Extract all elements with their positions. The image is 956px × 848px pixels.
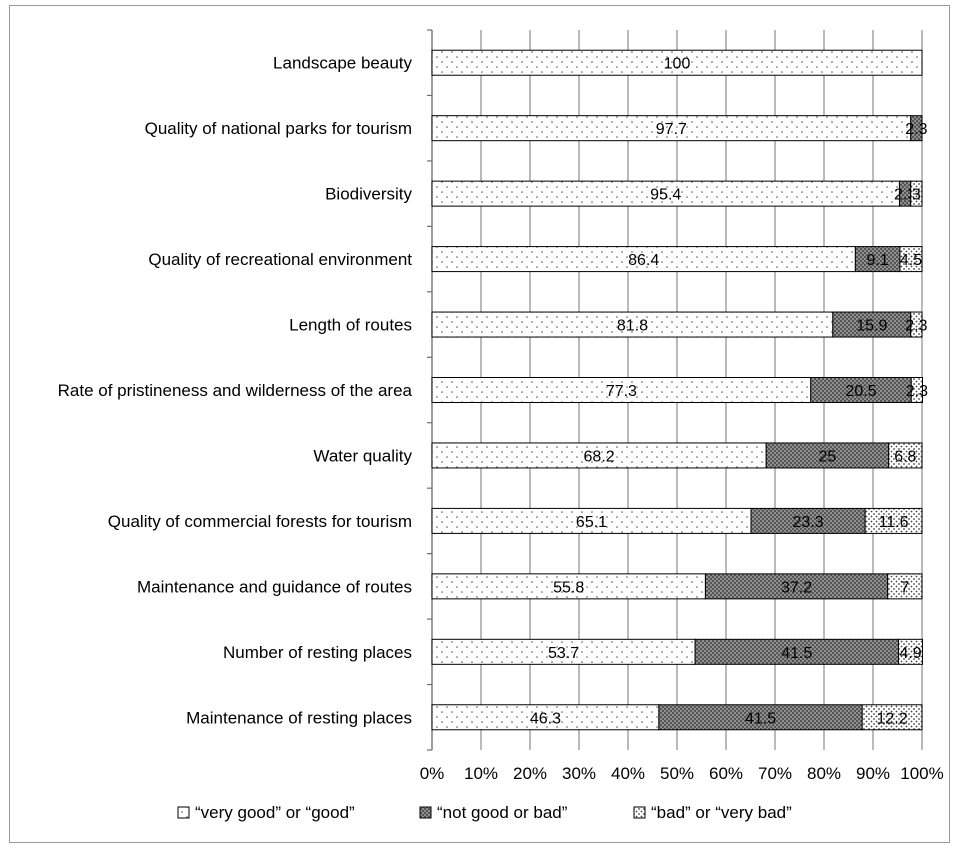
- legend: “very good” or “good” “not good or bad” “b…: [177, 803, 792, 822]
- value-label-quality-of-recreational-environment-series-2: 9.1: [867, 252, 889, 269]
- category-label-maintenance-and-guidance-of-routes: Maintenance and guidance of routes: [137, 577, 412, 596]
- value-label-quality-of-recreational-environment-series-3: 4.5: [900, 252, 922, 269]
- category-label-maintenance-of-resting-places: Maintenance of resting places: [186, 708, 412, 727]
- bar-biodiversity-series-1: [431, 180, 900, 207]
- x-tick-80: 80%: [807, 764, 841, 783]
- category-label-rate-of-pristineness-and-wilderness-of-the-area: Rate of pristineness and wilderness of t…: [58, 381, 413, 400]
- x-tick-labels: 0% 10% 20% 30% 40% 50% 60% 70% 80% 90% 100%: [420, 764, 944, 783]
- category-label-biodiversity: Biodiversity: [325, 185, 412, 204]
- legend-item-2: “not good or bad”: [419, 803, 568, 822]
- x-tick-20: 20%: [513, 764, 547, 783]
- value-label-quality-of-commercial-forests-for-tourism-series-2: 23.3: [793, 514, 824, 531]
- x-tick-90: 90%: [856, 764, 890, 783]
- legend-swatch-1: [177, 806, 190, 819]
- bar-quality-of-recreational-environment-series-1: [431, 246, 856, 273]
- category-label-length-of-routes: Length of routes: [289, 316, 412, 335]
- value-label-rate-of-pristineness-and-wilderness-of-the-area-series-1: 77.3: [606, 383, 637, 400]
- category-label-quality-of-recreational-environment: Quality of recreational environment: [148, 250, 412, 269]
- value-label-rate-of-pristineness-and-wilderness-of-the-area-series-2: 20.5: [845, 383, 876, 400]
- category-label-water-quality: Water quality: [313, 446, 412, 465]
- value-label-quality-of-commercial-forests-for-tourism-series-3: 11.6: [879, 514, 909, 531]
- legend-item-3: “bad” or “very bad”: [633, 803, 792, 822]
- value-label-maintenance-and-guidance-of-routes-series-2: 37.2: [781, 579, 812, 596]
- x-tick-40: 40%: [611, 764, 645, 783]
- x-tick-0: 0%: [420, 764, 445, 783]
- bar-landscape-beauty-series-1: [431, 49, 923, 76]
- value-label-length-of-routes-series-3: 2.3: [905, 318, 927, 335]
- x-tick-100: 100%: [900, 764, 943, 783]
- value-label-length-of-routes-series-1: 81.8: [617, 318, 648, 335]
- bar-quality-of-national-parks-for-tourism-series-1: [431, 115, 912, 142]
- legend-label-1: “very good” or “good”: [195, 803, 355, 822]
- x-tick-70: 70%: [758, 764, 792, 783]
- value-label-maintenance-of-resting-places-series-3: 12.2: [877, 710, 908, 727]
- x-tick-60: 60%: [709, 764, 743, 783]
- bar-maintenance-of-resting-places-series-2: [658, 704, 863, 731]
- bar-maintenance-and-guidance-of-routes-series-1: [431, 573, 706, 600]
- category-label-landscape-beauty: Landscape beauty: [273, 54, 412, 73]
- bar-number-of-resting-places-series-2: [694, 638, 899, 665]
- value-label-maintenance-of-resting-places-series-1: 46.3: [530, 710, 561, 727]
- bar-quality-of-recreational-environment-series-2: [854, 246, 901, 273]
- value-label-number-of-resting-places-series-3: 4.9: [899, 645, 921, 662]
- value-label-maintenance-and-guidance-of-routes-series-1: 55.8: [553, 579, 584, 596]
- bar-water-quality-series-2: [765, 442, 890, 469]
- chart-frame: [9, 5, 950, 843]
- legend-swatch-3: [633, 806, 646, 819]
- bar-water-quality-series-3: [888, 442, 923, 469]
- value-label-quality-of-commercial-forests-for-tourism-series-1: 65.1: [576, 514, 607, 531]
- value-label-length-of-routes-series-2: 15.9: [856, 318, 887, 335]
- category-label-number-of-resting-places: Number of resting places: [223, 643, 412, 662]
- legend-label-3: “bad” or “very bad”: [651, 803, 792, 822]
- bar-rate-of-pristineness-and-wilderness-of-the-area-series-3: [910, 377, 923, 403]
- legend-label-2: “not good or bad”: [437, 803, 568, 822]
- value-label-water-quality-series-2: 25: [819, 448, 837, 465]
- bar-quality-of-national-parks-for-tourism-series-2: [910, 115, 923, 142]
- value-label-water-quality-series-3: 6.8: [894, 448, 916, 465]
- value-label-quality-of-recreational-environment-series-1: 86.4: [628, 252, 659, 269]
- value-label-rate-of-pristineness-and-wilderness-of-the-area-series-3: 2.3: [906, 383, 928, 400]
- legend-item-1: “very good” or “good”: [177, 803, 355, 822]
- value-label-maintenance-of-resting-places-series-2: 41.5: [745, 710, 776, 727]
- bar-maintenance-and-guidance-of-routes-series-3: [887, 573, 923, 600]
- bar-number-of-resting-places-series-1: [431, 638, 696, 665]
- bar-length-of-routes-series-2: [832, 311, 912, 338]
- x-tick-30: 30%: [562, 764, 596, 783]
- bar-quality-of-recreational-environment-series-3: [899, 246, 923, 273]
- x-tick-10: 10%: [464, 764, 498, 783]
- bar-maintenance-of-resting-places-series-1: [431, 704, 660, 731]
- bar-quality-of-commercial-forests-for-tourism-series-3: [864, 507, 923, 534]
- bar-length-of-routes-series-3: [910, 311, 923, 338]
- legend-swatch-2: [419, 806, 432, 819]
- bar-rate-of-pristineness-and-wilderness-of-the-area-series-2: [810, 377, 912, 403]
- bar-maintenance-of-resting-places-series-3: [861, 704, 923, 731]
- value-label-quality-of-national-parks-for-tourism-series-1: 97.7: [656, 121, 687, 138]
- x-tick-50: 50%: [660, 764, 694, 783]
- bar-maintenance-and-guidance-of-routes-series-2: [704, 573, 889, 600]
- category-label-quality-of-national-parks-for-tourism: Quality of national parks for tourism: [145, 119, 412, 138]
- value-label-number-of-resting-places-series-2: 41.5: [781, 645, 812, 662]
- category-labels: Landscape beauty Quality of national park…: [58, 54, 413, 728]
- bar-water-quality-series-1: [431, 442, 767, 469]
- value-label-maintenance-and-guidance-of-routes-series-3: 7: [900, 579, 909, 596]
- value-label-water-quality-series-1: 68.2: [584, 448, 615, 465]
- bar-rate-of-pristineness-and-wilderness-of-the-area-series-1: [431, 377, 812, 403]
- value-label-quality-of-national-parks-for-tourism-series-2: 2.3: [905, 121, 927, 138]
- bars-layer: 100 97.7 2.3 95.4 2.3 3 86.4 9.1 4.5 81.8 15.9 2.3 7…: [431, 49, 928, 731]
- bar-biodiversity-series-3: [910, 180, 923, 207]
- value-label-number-of-resting-places-series-1: 53.7: [548, 645, 579, 662]
- category-label-quality-of-commercial-forests-for-tourism: Quality of commercial forests for touris…: [108, 512, 412, 531]
- value-label-biodiversity-series-1: 95.4: [650, 187, 681, 204]
- value-label-biodiversity-series-3: 3: [912, 187, 921, 204]
- bar-quality-of-commercial-forests-for-tourism-series-1: [431, 507, 752, 534]
- bar-quality-of-commercial-forests-for-tourism-series-2: [750, 507, 866, 534]
- value-label-landscape-beauty-series-1: 100: [664, 56, 691, 73]
- bar-number-of-resting-places-series-3: [897, 638, 923, 665]
